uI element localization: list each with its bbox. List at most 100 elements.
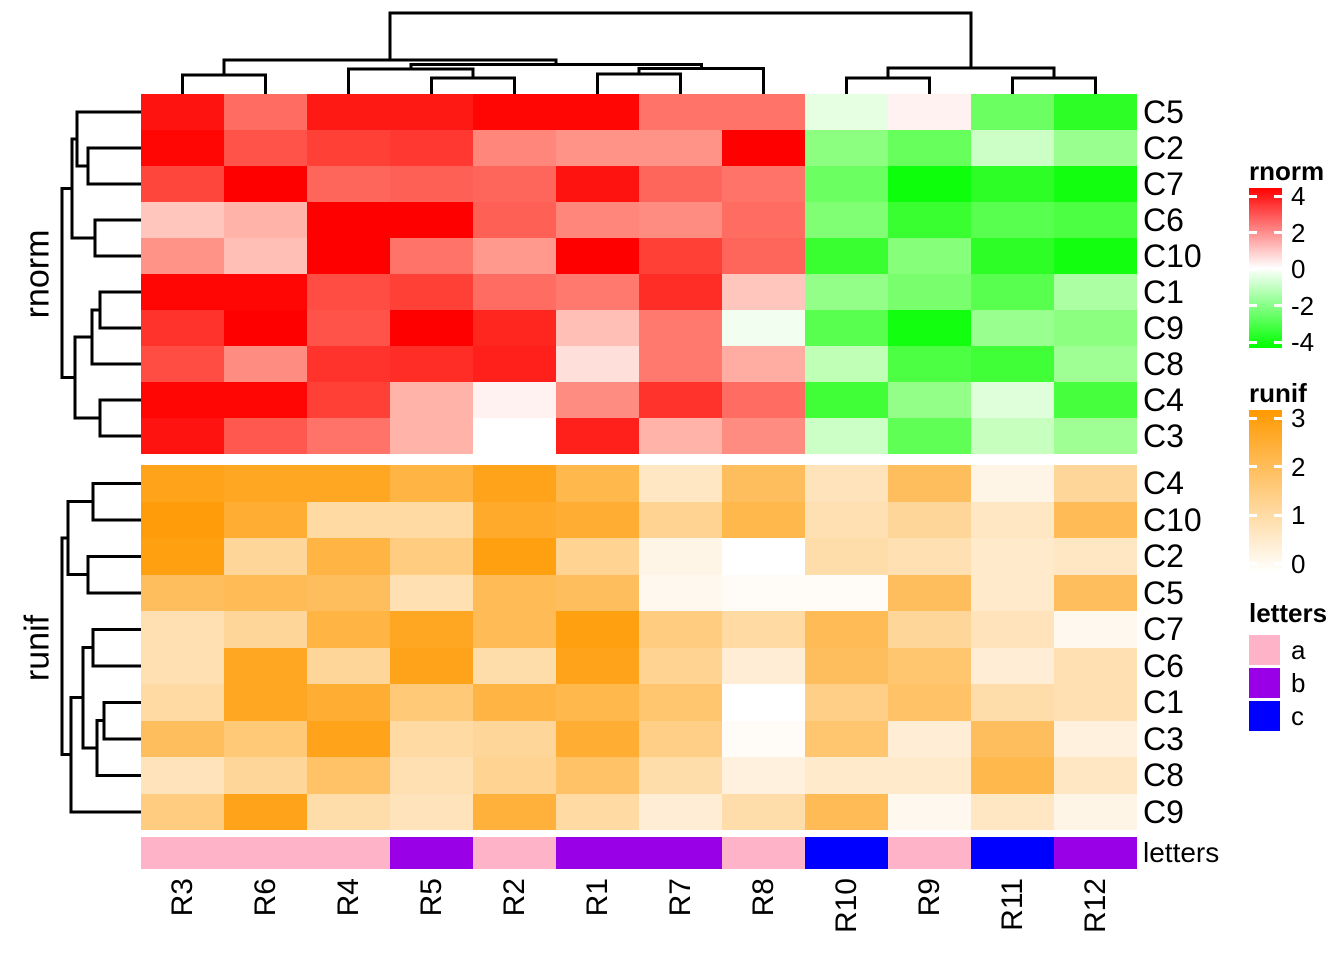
- heatmap-cell: [141, 382, 224, 418]
- heatmap-cell: [722, 793, 805, 830]
- heatmap-cell: [888, 465, 971, 502]
- heatmap-cell: [556, 574, 639, 611]
- heatmap-cell: [805, 684, 888, 721]
- heatmap-cell: [473, 757, 556, 794]
- heatmap-cell: [722, 274, 805, 310]
- heatmap-cell: [141, 418, 224, 454]
- row-label: C6: [1143, 202, 1184, 238]
- legend-tick-mark: [1249, 194, 1257, 198]
- heatmap-cell: [1054, 720, 1137, 757]
- heatmap-cell: [1054, 202, 1137, 238]
- legend-tick-mark: [1274, 304, 1282, 307]
- legend-tick-mark: [1249, 465, 1257, 468]
- heatmap-cell: [639, 382, 722, 418]
- column-label: R5: [414, 878, 448, 917]
- heatmap-cell: [556, 465, 639, 502]
- heatmap-cell: [1054, 166, 1137, 202]
- heatmap-cell: [473, 274, 556, 310]
- heatmap-cell: [888, 611, 971, 648]
- letters-annotation-segment: [971, 837, 1054, 869]
- heatmap-cell: [390, 418, 473, 454]
- legend-tick-mark: [1274, 267, 1282, 271]
- heatmap-cell: [971, 720, 1054, 757]
- letters-annotation-bar: [141, 837, 1137, 869]
- heatmap-cell: [224, 647, 307, 684]
- legend-tick-label: 0: [1291, 548, 1306, 579]
- heatmap-cell: [141, 202, 224, 238]
- row-label: C5: [1143, 94, 1184, 130]
- rnorm-axis-title: rnorm: [18, 229, 57, 319]
- column-label: R2: [497, 878, 531, 917]
- heatmap-cell: [888, 310, 971, 346]
- column-label: R8: [746, 878, 780, 917]
- heatmap-cell: [888, 346, 971, 382]
- heatmap-cell: [888, 274, 971, 310]
- row-label: C9: [1143, 793, 1184, 830]
- legend-tick-label: 3: [1291, 403, 1306, 433]
- heatmap-cell: [307, 793, 390, 830]
- heatmap-cell: [805, 94, 888, 130]
- row-label: C2: [1143, 130, 1184, 166]
- heatmap-cell: [473, 94, 556, 130]
- dendrogram-branches: [181, 11, 1097, 94]
- heatmap-cell: [307, 238, 390, 274]
- heatmap-cell: [722, 720, 805, 757]
- heatmap-cell: [473, 647, 556, 684]
- letters-annotation-segment: [473, 837, 556, 869]
- heatmap-cell: [224, 720, 307, 757]
- heatmap-cell: [307, 611, 390, 648]
- legend-tick-label: -4: [1291, 327, 1315, 357]
- heatmap-cell: [1054, 310, 1137, 346]
- heatmap-cell: [805, 611, 888, 648]
- row-label: C1: [1143, 684, 1184, 720]
- column-dendrogram: [181, 11, 1097, 94]
- legend-tick-mark: [1249, 513, 1257, 517]
- heatmap-cell: [307, 720, 390, 757]
- heatmap-cell: [141, 130, 224, 166]
- heatmap-cell: [556, 238, 639, 274]
- rnorm-legend-colorbar: [1249, 188, 1282, 348]
- column-label: R10: [829, 878, 863, 934]
- heatmap-cell: [1054, 465, 1137, 502]
- heatmap-cell: [1054, 793, 1137, 830]
- heatmap-cell: [556, 94, 639, 130]
- heatmap-cell: [556, 501, 639, 538]
- heatmap-cell: [141, 720, 224, 757]
- legend-tick-label: -2: [1291, 290, 1315, 321]
- heatmap-cell: [722, 310, 805, 346]
- heatmap-cell: [971, 465, 1054, 502]
- heatmap-cell: [307, 574, 390, 611]
- heatmap-cell: [722, 238, 805, 274]
- legend-swatch-label: a: [1291, 635, 1306, 665]
- heatmap-cell: [556, 346, 639, 382]
- letters-annotation-label: letters: [1143, 837, 1220, 868]
- heatmap-cell: [639, 202, 722, 238]
- heatmap-cell: [473, 538, 556, 575]
- heatmap-cell: [971, 382, 1054, 418]
- heatmap-cell: [473, 501, 556, 538]
- heatmap-cell: [1054, 538, 1137, 575]
- heatmap-cell: [141, 238, 224, 274]
- row-label: C1: [1143, 274, 1184, 310]
- legend-tick-label: 1: [1291, 500, 1306, 530]
- heatmap-cell: [888, 793, 971, 830]
- heatmap-cell: [722, 538, 805, 575]
- heatmap-cell: [722, 202, 805, 238]
- row-label: C8: [1143, 346, 1184, 382]
- heatmap-cell: [224, 382, 307, 418]
- heatmap-cell: [307, 501, 390, 538]
- heatmap-cell: [473, 574, 556, 611]
- legend-tick-mark: [1274, 194, 1282, 198]
- row-label: C3: [1143, 720, 1184, 757]
- heatmap-cell: [722, 166, 805, 202]
- heatmap-cell: [639, 130, 722, 166]
- row-label: C7: [1143, 166, 1184, 202]
- heatmap-cell: [307, 310, 390, 346]
- legend-tick-label: 4: [1291, 181, 1306, 211]
- heatmap-cell: [639, 793, 722, 830]
- heatmap-cell: [307, 346, 390, 382]
- heatmap-cell: [805, 793, 888, 830]
- heatmap-cell: [224, 501, 307, 538]
- heatmap-cell: [390, 793, 473, 830]
- heatmap-cell: [805, 202, 888, 238]
